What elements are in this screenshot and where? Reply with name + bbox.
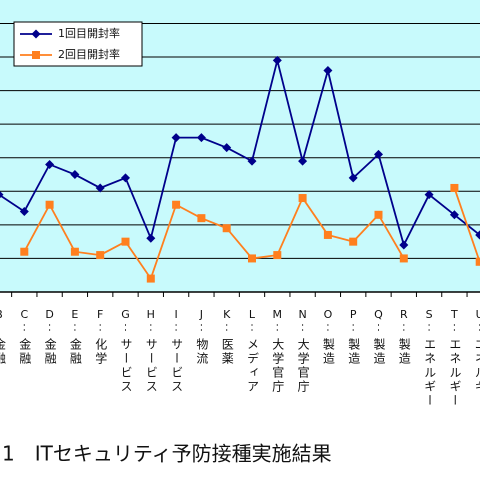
x-tick-label: L bbox=[249, 308, 256, 321]
x-tick-label: P bbox=[350, 308, 357, 321]
marker bbox=[424, 190, 434, 200]
marker bbox=[248, 254, 256, 263]
marker bbox=[45, 200, 54, 209]
sector-label: 大学官庁 bbox=[271, 338, 285, 394]
sector-label: 製造 bbox=[397, 338, 411, 366]
legend-label: 1回目開封率 bbox=[58, 26, 120, 40]
sector-label: サービス bbox=[119, 338, 133, 394]
marker bbox=[450, 183, 459, 192]
sector-label: 金融 bbox=[0, 337, 7, 366]
sector-label: 金融 bbox=[43, 337, 57, 366]
legend-label: 2回目開封率 bbox=[58, 47, 120, 61]
x-tick-label: N bbox=[298, 308, 306, 321]
marker bbox=[323, 230, 332, 239]
marker bbox=[121, 173, 130, 183]
x-tick-label: K bbox=[223, 308, 231, 321]
x-tick-label: D bbox=[45, 308, 53, 321]
marker bbox=[323, 65, 333, 75]
x-tick-label: U bbox=[476, 308, 480, 321]
sector-label: 金融 bbox=[18, 337, 32, 366]
x-tick-label: I bbox=[174, 308, 177, 321]
marker bbox=[273, 251, 282, 260]
marker bbox=[95, 183, 105, 193]
marker bbox=[374, 149, 383, 159]
x-tick-label: E bbox=[71, 308, 78, 321]
sector-label: 製造 bbox=[372, 338, 386, 366]
marker bbox=[96, 251, 105, 260]
marker bbox=[222, 224, 231, 233]
marker bbox=[70, 247, 79, 256]
marker bbox=[298, 194, 307, 203]
x-tick-label: C bbox=[20, 308, 28, 321]
x-tick-label: O bbox=[324, 308, 333, 321]
sector-label: エネルギー bbox=[448, 338, 462, 408]
sector-label: 製造 bbox=[347, 338, 361, 366]
sector-label: サービス bbox=[170, 338, 184, 394]
legend-marker bbox=[32, 51, 40, 59]
sector-label: エネルギー bbox=[423, 338, 437, 408]
marker bbox=[475, 257, 480, 266]
x-tick-label: J bbox=[199, 308, 203, 321]
sector-label: 金融 bbox=[68, 337, 82, 366]
sector-label: エネルギー bbox=[473, 338, 480, 408]
marker bbox=[19, 206, 29, 216]
marker bbox=[172, 200, 181, 209]
marker bbox=[197, 214, 206, 223]
sector-label: 大学官庁 bbox=[296, 338, 310, 394]
x-tick-label: F bbox=[97, 308, 103, 321]
marker bbox=[348, 173, 358, 183]
x-tick-label: Q bbox=[374, 308, 383, 321]
marker bbox=[222, 143, 232, 153]
marker bbox=[0, 191, 4, 199]
x-tick-label: T bbox=[450, 308, 458, 321]
sector-label: 化学 bbox=[94, 338, 108, 366]
marker bbox=[45, 159, 55, 169]
x-tick-label: S bbox=[426, 308, 433, 321]
sector-label: 製造 bbox=[321, 338, 335, 366]
legend-marker bbox=[31, 29, 41, 39]
x-tick-label: G bbox=[121, 308, 130, 321]
marker bbox=[70, 170, 80, 180]
marker bbox=[298, 156, 308, 166]
x-tick-label: H bbox=[147, 308, 155, 321]
sector-label: メディア bbox=[246, 338, 260, 394]
marker bbox=[146, 274, 155, 283]
marker bbox=[20, 247, 29, 256]
x-tick-label: R bbox=[400, 308, 408, 321]
series-line bbox=[23, 187, 480, 281]
legend: 1回目開封率 2回目開封率 bbox=[13, 21, 143, 67]
sector-label: 物流 bbox=[195, 338, 209, 366]
marker bbox=[146, 233, 156, 243]
marker bbox=[349, 237, 358, 246]
sector-label: サービス bbox=[144, 338, 158, 394]
marker bbox=[374, 210, 383, 219]
marker bbox=[272, 55, 282, 65]
marker bbox=[121, 237, 130, 246]
chart-title: 1 ITセキュリティ予防接種実施結果 bbox=[2, 442, 332, 466]
marker bbox=[399, 240, 409, 250]
marker bbox=[399, 254, 408, 263]
marker bbox=[247, 156, 257, 166]
marker bbox=[196, 133, 206, 143]
sector-label: 医薬 bbox=[220, 338, 234, 366]
marker bbox=[475, 230, 480, 240]
x-tick-label: M bbox=[273, 308, 283, 321]
x-tick-label: B bbox=[0, 308, 3, 321]
marker bbox=[449, 210, 459, 220]
marker bbox=[171, 133, 181, 143]
series-line bbox=[0, 60, 480, 248]
